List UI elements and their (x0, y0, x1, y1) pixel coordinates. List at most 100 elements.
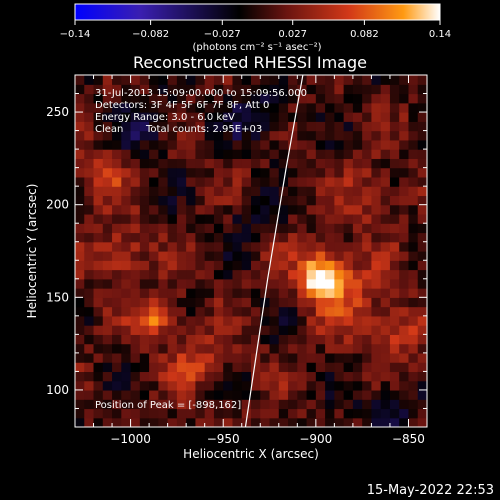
heatmap-cell (343, 204, 354, 215)
heatmap-cell (315, 121, 326, 132)
heatmap-cell (167, 288, 178, 298)
heatmap-cell (306, 408, 317, 419)
heatmap-cell (102, 223, 113, 234)
heatmap-cell (297, 269, 308, 280)
y-axis-ticks: 100 150 200 250 (46, 74, 427, 428)
heatmap-cell (158, 241, 169, 252)
heatmap-cell (334, 362, 345, 373)
heatmap-cell (417, 325, 427, 335)
heatmap-cell (380, 195, 391, 206)
heatmap-cell (352, 399, 363, 410)
heatmap-cell (251, 362, 261, 373)
heatmap-cell (93, 167, 104, 178)
heatmap-cell (325, 408, 335, 419)
heatmap-cell (167, 204, 178, 215)
heatmap-cell (297, 408, 308, 419)
heatmap-cell (371, 380, 382, 391)
heatmap-cell (223, 167, 234, 178)
heatmap-cell (195, 278, 206, 289)
heatmap-cell (288, 213, 298, 224)
heatmap-cell (288, 288, 298, 298)
heatmap-cell (93, 102, 104, 113)
heatmap-cell (139, 130, 150, 141)
heatmap-cell (139, 158, 150, 169)
heatmap-cell (139, 362, 150, 373)
heatmap-cell (204, 260, 215, 271)
heatmap-cell (195, 306, 206, 317)
heatmap-cell (380, 334, 391, 345)
heatmap-cell (112, 84, 122, 95)
heatmap-cell (130, 343, 141, 354)
heatmap-cell (408, 158, 419, 169)
y-tick-label: 150 (46, 290, 69, 304)
heatmap-cell (343, 251, 354, 261)
heatmap-cell (102, 362, 113, 373)
heatmap-cell (75, 186, 85, 197)
heatmap-cell (195, 315, 206, 326)
heatmap-cell (176, 352, 187, 363)
heatmap-cell (399, 288, 410, 298)
heatmap-cell (389, 102, 400, 113)
heatmap-cell (84, 102, 95, 113)
heatmap-cell (251, 297, 261, 308)
heatmap-cell (278, 84, 289, 95)
heatmap-cell (269, 93, 280, 104)
heatmap-cell (149, 158, 159, 169)
heatmap-cell (417, 130, 427, 141)
heatmap-cell (325, 297, 335, 308)
x-tick-label: −850 (392, 432, 425, 446)
heatmap-cell (334, 112, 345, 122)
heatmap-cell (167, 380, 178, 391)
heatmap-cell (334, 334, 345, 345)
heatmap-cell (325, 204, 335, 215)
heatmap-cell (408, 130, 419, 141)
heatmap-cell (139, 167, 150, 178)
heatmap-cell (251, 288, 261, 298)
heatmap-cell (223, 93, 234, 104)
heatmap-cell (112, 334, 122, 345)
heatmap-cell (315, 278, 326, 289)
heatmap-cell (325, 278, 335, 289)
heatmap-cell (158, 260, 169, 271)
heatmap-cell (232, 380, 243, 391)
heatmap-cell (334, 186, 345, 197)
heatmap-cell (389, 306, 400, 317)
heatmap-cell (121, 130, 132, 141)
heatmap-cell (371, 278, 382, 289)
heatmap-cell (417, 371, 427, 382)
heatmap-cell (315, 325, 326, 335)
heatmap-cell (278, 389, 289, 400)
heatmap-cell (315, 158, 326, 169)
heatmap-cell (380, 343, 391, 354)
heatmap-cell (195, 204, 206, 215)
heatmap-cell (130, 241, 141, 252)
heatmap-cell (186, 278, 197, 289)
heatmap-cell (380, 223, 391, 234)
heatmap-cell (325, 186, 335, 197)
heatmap-cell (334, 352, 345, 363)
heatmap-cell (112, 352, 122, 363)
colorbar-tick-label: −0.14 (60, 29, 91, 40)
heatmap-cell (269, 241, 280, 252)
heatmap-cell (417, 399, 427, 410)
heatmap-cell (343, 121, 354, 132)
heatmap-cell (93, 223, 104, 234)
heatmap-cell (297, 121, 308, 132)
heatmap-cell (371, 130, 382, 141)
heatmap-cell (75, 251, 85, 261)
heatmap-cell (75, 297, 85, 308)
heatmap-cell (204, 112, 215, 122)
heatmap-cell (325, 343, 335, 354)
heatmap-cell (139, 315, 150, 326)
heatmap-cell (343, 241, 354, 252)
heatmap-cell (223, 112, 234, 122)
heatmap-cell (251, 325, 261, 335)
heatmap-cell (352, 408, 363, 419)
heatmap-cell (158, 288, 169, 298)
heatmap-cell (223, 84, 234, 95)
heatmap-cell (130, 288, 141, 298)
heatmap-cell (112, 241, 122, 252)
heatmap-cell (84, 380, 95, 391)
heatmap-cell (251, 334, 261, 345)
heatmap-cell (213, 102, 224, 113)
